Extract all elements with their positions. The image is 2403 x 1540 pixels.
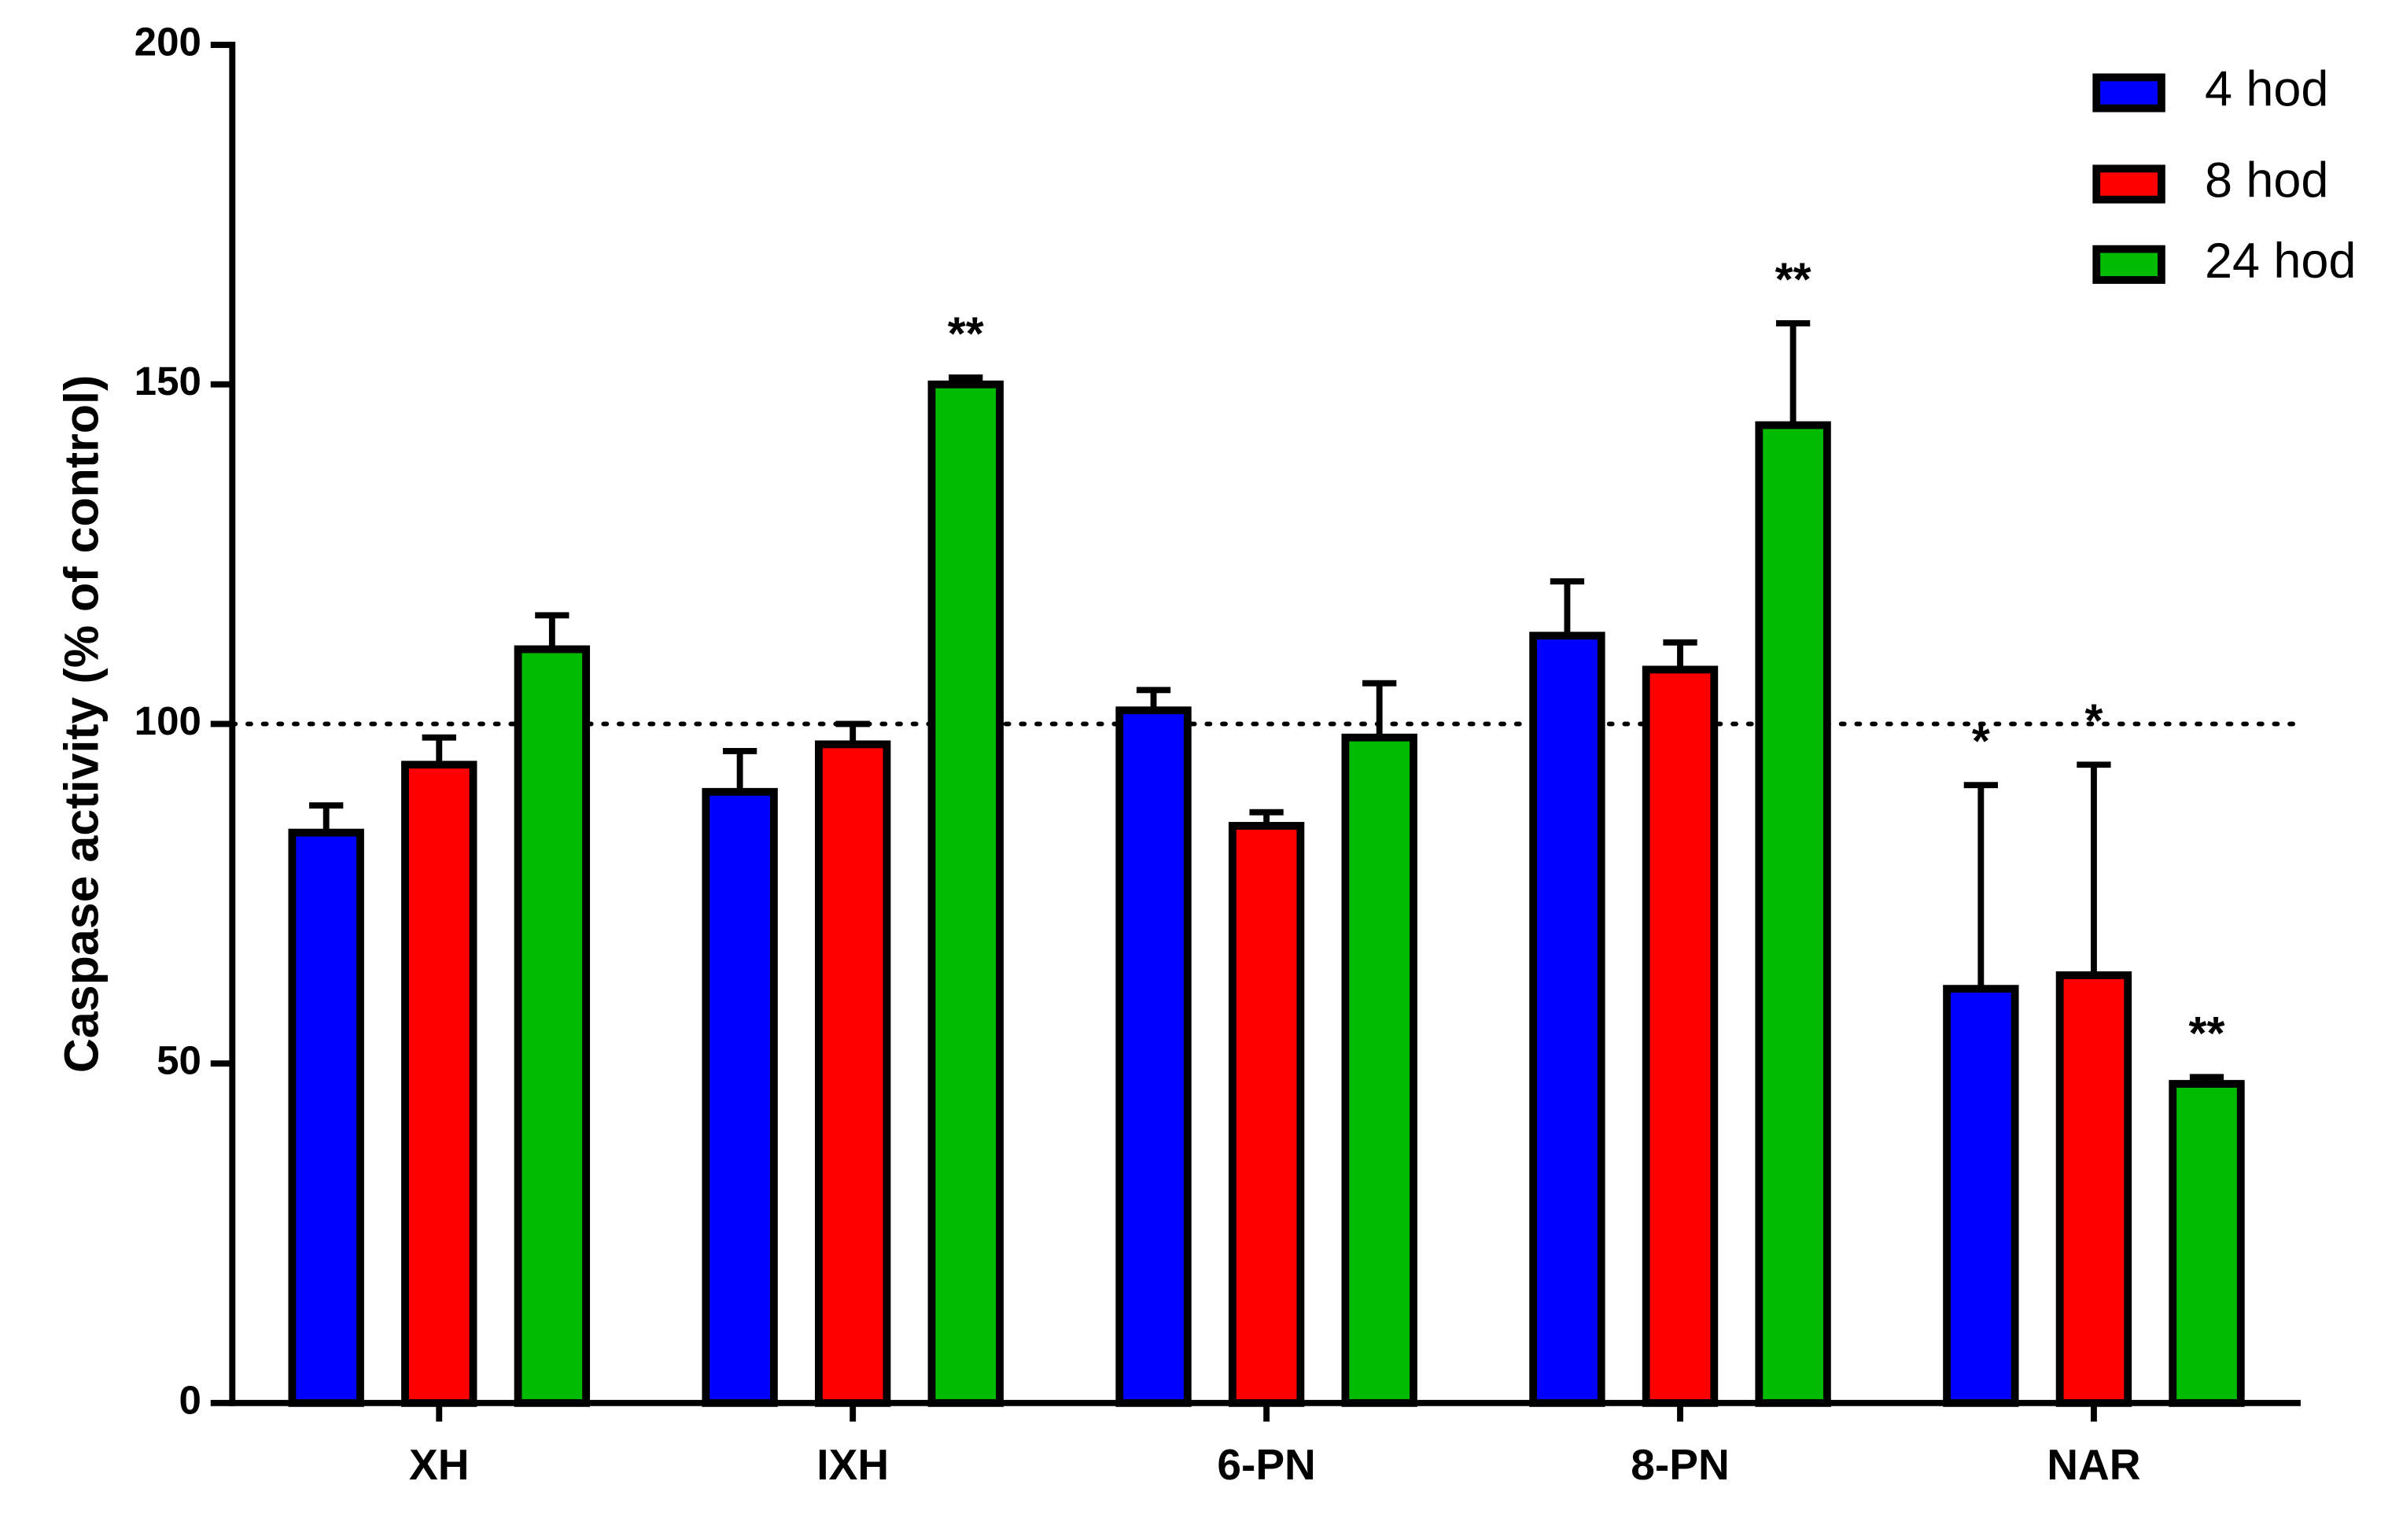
significance-label: *	[1972, 716, 1990, 768]
legend-swatch	[2092, 164, 2165, 204]
x-tick-label: IXH	[816, 1440, 889, 1489]
error-bar	[1663, 639, 1697, 670]
error-bar	[1550, 578, 1585, 636]
legend-swatch	[2092, 245, 2165, 284]
bar	[1755, 421, 1831, 1407]
significance-label: *	[2084, 695, 2103, 747]
bar	[1642, 665, 1719, 1407]
bar	[702, 787, 778, 1407]
bar	[1529, 632, 1605, 1407]
x-tick-label: 6-PN	[1217, 1440, 1315, 1489]
error-bar	[1963, 782, 1998, 989]
y-tick-label: 0	[179, 1377, 201, 1422]
error-bar	[1362, 680, 1397, 738]
y-tick-label: 100	[135, 698, 201, 743]
bar	[927, 380, 1004, 1407]
error-bar	[535, 612, 569, 650]
significance-label: **	[1775, 253, 1811, 305]
bar	[2169, 1080, 2245, 1407]
y-tick-label: 150	[135, 359, 201, 403]
x-tick-label: XH	[409, 1440, 469, 1489]
x-tick-label: 8-PN	[1631, 1440, 1729, 1489]
bar	[288, 828, 364, 1407]
error-bar	[422, 734, 456, 765]
legend-label: 8 hod	[2205, 153, 2328, 208]
legend-label: 4 hod	[2205, 62, 2328, 117]
error-bar	[309, 802, 344, 833]
significance-label: **	[2189, 1008, 2225, 1059]
bar	[1228, 822, 1305, 1407]
bar	[1115, 706, 1192, 1407]
x-tick-label: NAR	[2047, 1440, 2140, 1489]
error-bar	[722, 748, 757, 792]
significance-label: **	[948, 308, 984, 360]
y-tick-label: 50	[157, 1038, 201, 1083]
bar	[815, 740, 891, 1407]
y-axis-label: Caspase activity (% of control)	[55, 375, 109, 1073]
bar	[514, 645, 591, 1407]
legend-label: 24 hod	[2205, 234, 2356, 289]
y-tick-label: 200	[135, 20, 201, 64]
bar	[1341, 733, 1417, 1407]
bar	[401, 761, 477, 1407]
bar	[2055, 971, 2132, 1407]
error-bar	[1775, 320, 1811, 426]
bar	[1943, 985, 2019, 1407]
error-bar	[2077, 761, 2111, 975]
legend-swatch	[2092, 73, 2165, 112]
